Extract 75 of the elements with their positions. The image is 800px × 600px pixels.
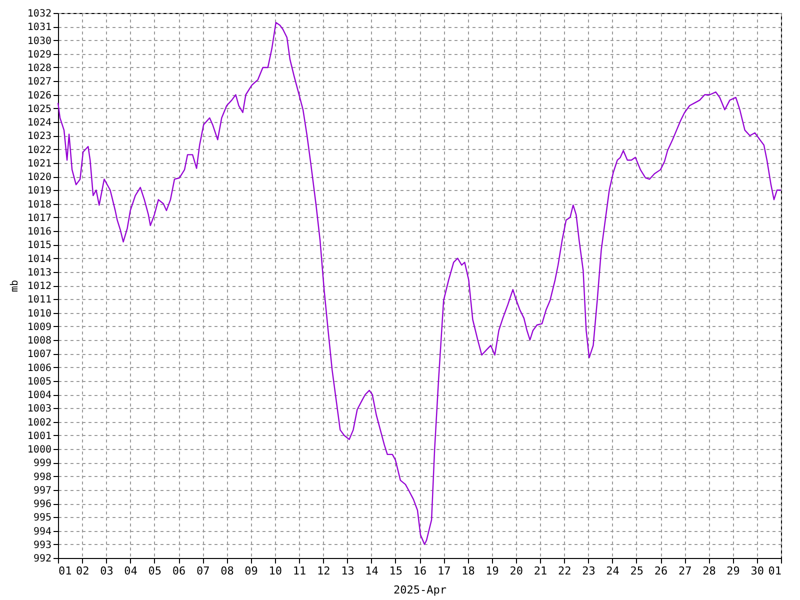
- x-tick-label: 03: [100, 564, 114, 578]
- y-tick-label: 995: [33, 512, 52, 524]
- x-tick-label: 01: [768, 564, 782, 578]
- y-tick-label: 1001: [27, 430, 52, 442]
- y-tick-label: 1017: [27, 212, 52, 224]
- x-tick-label: 10: [268, 564, 282, 578]
- y-tick-label: 997: [33, 485, 52, 496]
- y-tick-label: 1016: [27, 226, 52, 238]
- x-tick-label: 02: [76, 564, 90, 578]
- x-tick-label: 23: [582, 564, 596, 578]
- x-tick-label: 19: [486, 564, 499, 578]
- y-tick-label: 1025: [27, 104, 52, 115]
- y-tick-label: 1026: [27, 90, 52, 102]
- y-tick-label: 992: [33, 554, 52, 564]
- y-tick-label: 1031: [27, 22, 52, 34]
- x-tick-label: 16: [413, 564, 427, 578]
- y-tick-label: 1014: [27, 254, 52, 265]
- x-tick-label: 29: [726, 564, 740, 578]
- y-tick-label: 1002: [27, 417, 52, 428]
- y-tick-label: 1012: [27, 281, 52, 292]
- y-tick-label: 1018: [27, 199, 52, 210]
- y-tick-label: 1019: [27, 186, 52, 197]
- y-tick-label: 999: [33, 458, 52, 470]
- x-tick-label: 12: [316, 564, 330, 578]
- y-tick-label: 998: [33, 472, 52, 483]
- y-axis-title: mb: [9, 280, 20, 292]
- x-tick-label: 18: [462, 564, 475, 578]
- x-tick-label: 30: [750, 564, 764, 578]
- y-tick-label: 1020: [27, 172, 52, 183]
- y-tick-label: 994: [33, 526, 52, 538]
- x-tick-label: 08: [220, 564, 234, 578]
- x-tick-label: 09: [244, 564, 258, 578]
- y-tick-label: 1000: [27, 444, 52, 456]
- x-tick-label: 05: [148, 564, 162, 578]
- y-tick-label: 1028: [27, 63, 52, 74]
- x-tick-label: 11: [292, 564, 306, 578]
- y-tick-label: 1008: [27, 336, 52, 346]
- x-tick-label: 25: [630, 564, 644, 578]
- y-tick-label: 1015: [27, 240, 52, 252]
- y-tick-label: 993: [33, 540, 52, 551]
- x-tick-label: 21: [534, 564, 548, 578]
- y-tick-label: 1024: [27, 118, 52, 128]
- y-tick-label: 1003: [27, 404, 52, 415]
- y-tick-label: 1007: [27, 349, 52, 360]
- y-tick-label: 1027: [27, 76, 52, 88]
- x-tick-label: 22: [558, 564, 572, 578]
- y-tick-label: 1022: [27, 144, 52, 156]
- y-tick-label: 1010: [27, 308, 52, 320]
- x-tick-label: 28: [702, 564, 716, 578]
- x-tick-label: 17: [437, 564, 451, 578]
- x-tick-label: 14: [365, 564, 379, 578]
- y-tick-label: 1013: [27, 267, 52, 278]
- y-tick-label: 1006: [27, 362, 52, 374]
- y-tick-label: 1005: [27, 376, 52, 388]
- y-tick-label: 1009: [27, 322, 52, 333]
- x-tick-label: 15: [389, 564, 403, 578]
- y-tick-label: 996: [33, 499, 52, 510]
- x-tick-label: 01: [58, 564, 72, 578]
- x-tick-label: 04: [124, 564, 138, 578]
- x-tick-label: 13: [341, 564, 354, 578]
- y-tick-label: 1032: [27, 8, 52, 20]
- y-tick-label: 1023: [27, 131, 52, 142]
- x-tick-label: 24: [606, 564, 620, 578]
- x-tick-label: 07: [196, 564, 210, 578]
- y-tick-label: 1011: [27, 294, 52, 306]
- x-tick-label: 27: [678, 564, 692, 578]
- y-tick-label: 1004: [27, 390, 52, 401]
- x-tick-label: 06: [172, 564, 186, 578]
- y-tick-label: 1030: [27, 36, 52, 47]
- y-tick-label: 1021: [27, 158, 52, 170]
- x-tick-label: 20: [510, 564, 524, 578]
- x-axis-title: 2025-Apr: [394, 584, 447, 596]
- x-tick-label: 26: [654, 564, 668, 578]
- y-tick-label: 1029: [27, 49, 52, 60]
- line-series: [57, 22, 782, 545]
